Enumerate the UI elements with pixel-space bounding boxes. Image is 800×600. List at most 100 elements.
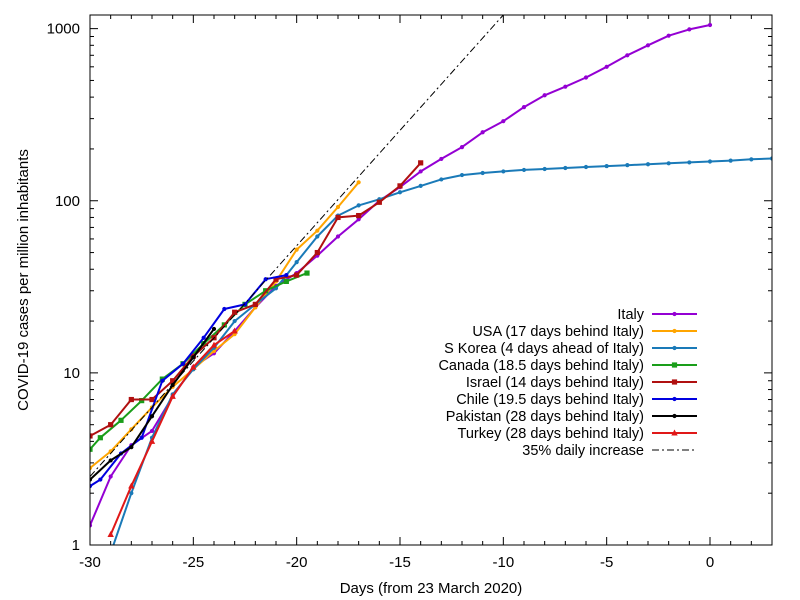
x-tick-label-6: 0 bbox=[706, 554, 714, 571]
series-2-point-25 bbox=[604, 163, 609, 169]
legend-item-8: 35% daily increase bbox=[522, 443, 697, 459]
series-4-point-13 bbox=[356, 212, 362, 219]
legend-item-6: Pakistan (28 days behind Italy) bbox=[446, 409, 697, 425]
legend-label-0: Italy bbox=[617, 307, 644, 323]
series-3-point-1 bbox=[97, 435, 103, 441]
series-3-point-3 bbox=[139, 398, 145, 404]
series-0-point-22 bbox=[542, 93, 547, 98]
series-2-point-27 bbox=[645, 162, 651, 167]
series-3-point-0 bbox=[90, 446, 93, 452]
series-2-point-11 bbox=[315, 234, 320, 239]
series-2-point-32 bbox=[749, 157, 754, 162]
series-1-point-10 bbox=[294, 247, 299, 252]
series-1-point-2 bbox=[129, 427, 134, 432]
series-6-point-5 bbox=[191, 355, 196, 360]
series-1-point-11 bbox=[315, 228, 320, 233]
series-8 bbox=[90, 15, 504, 477]
series-5-point-10 bbox=[284, 272, 289, 278]
legend-label-5: Chile (19.5 days behind Italy) bbox=[456, 392, 644, 408]
series-4 bbox=[90, 160, 424, 439]
series-0-point-25 bbox=[604, 64, 609, 69]
x-axis-label: Days (from 23 March 2020) bbox=[340, 580, 523, 597]
series-7 bbox=[107, 327, 238, 538]
series-4-point-4 bbox=[170, 378, 176, 384]
series-line-4 bbox=[90, 162, 422, 437]
series-5-point-6 bbox=[201, 335, 206, 340]
series-2-point-28 bbox=[666, 161, 671, 166]
series-0-point-23 bbox=[563, 84, 568, 89]
legend-item-5: Chile (19.5 days behind Italy) bbox=[456, 392, 697, 408]
series-6-point-2 bbox=[129, 445, 134, 450]
series-0-point-30 bbox=[707, 22, 713, 28]
plot-frame bbox=[89, 14, 773, 546]
series-2-point-30 bbox=[707, 159, 713, 164]
legend-label-3: Canada (18.5 days behind Italy) bbox=[438, 358, 644, 374]
series-2-point-7 bbox=[232, 318, 237, 324]
legend-label-1: USA (17 days behind Italy) bbox=[472, 324, 644, 340]
series-0-point-12 bbox=[335, 234, 341, 239]
series-4-point-8 bbox=[252, 301, 258, 307]
series-0-point-20 bbox=[501, 119, 506, 124]
series-4-point-3 bbox=[149, 396, 155, 403]
series-2-point-0 bbox=[88, 581, 92, 585]
y-tick-label-0: 1 bbox=[72, 537, 80, 554]
y-tick-label-3: 1000 bbox=[47, 21, 80, 38]
series-0-point-3 bbox=[149, 428, 155, 434]
series-5-point-7 bbox=[222, 306, 227, 312]
series-0-point-17 bbox=[439, 156, 444, 162]
series-3-point-2 bbox=[118, 417, 124, 423]
series-0-point-29 bbox=[687, 27, 692, 32]
series-6-point-6 bbox=[211, 326, 217, 332]
series-0-point-26 bbox=[625, 53, 630, 58]
series-7-point-2 bbox=[148, 437, 156, 444]
legend-marker-6 bbox=[672, 413, 677, 419]
series-4-point-2 bbox=[128, 396, 134, 403]
series-2-point-23 bbox=[563, 165, 568, 171]
series-2-point-26 bbox=[625, 163, 630, 168]
series-7-point-1 bbox=[128, 482, 135, 489]
series-4-point-0 bbox=[90, 433, 93, 439]
series-3-point-10 bbox=[283, 278, 289, 284]
axes: -30 -25 -20 -15 -10 -5 0 1 10 100 1000 Days (from 2… bbox=[15, 14, 773, 597]
series-0-point-13 bbox=[356, 217, 361, 222]
series-1-point-13 bbox=[356, 180, 361, 185]
series-0-point-27 bbox=[645, 43, 651, 48]
legend-item-3: Canada (18.5 days behind Italy) bbox=[438, 358, 697, 374]
series-2-point-19 bbox=[480, 170, 485, 176]
legend-marker-1 bbox=[672, 328, 677, 334]
series-2-point-13 bbox=[356, 203, 361, 208]
series-2-point-21 bbox=[521, 167, 527, 173]
legend-marker-7 bbox=[671, 429, 678, 436]
series-4-point-15 bbox=[397, 183, 403, 189]
y-axis-label: COVID-19 cases per million inhabitants bbox=[15, 149, 32, 411]
series-line-2 bbox=[112, 157, 772, 545]
series-2-point-22 bbox=[542, 166, 547, 172]
series-4-point-10 bbox=[294, 272, 300, 278]
series-5-point-1 bbox=[98, 477, 103, 482]
series-7-point-6 bbox=[231, 327, 238, 334]
legend-label-2: S Korea (4 days ahead of Italy) bbox=[444, 341, 644, 357]
series-2-point-31 bbox=[728, 158, 733, 163]
series-2-point-24 bbox=[583, 164, 589, 170]
series-5-point-4 bbox=[160, 378, 165, 383]
legend-marker-4 bbox=[671, 379, 678, 385]
legend-item-1: USA (17 days behind Italy) bbox=[472, 324, 697, 340]
series-2-point-33 bbox=[769, 156, 772, 161]
series-0-point-0 bbox=[90, 523, 93, 528]
series-2-point-17 bbox=[439, 177, 444, 182]
legend-label-7: Turkey (28 days behind Italy) bbox=[458, 426, 644, 442]
series-7-point-5 bbox=[210, 341, 218, 348]
series-4-point-11 bbox=[314, 249, 320, 256]
series-0-point-18 bbox=[459, 144, 465, 150]
series-7-point-4 bbox=[190, 363, 197, 370]
legend-marker-2 bbox=[672, 345, 677, 351]
series-2-point-2 bbox=[129, 491, 134, 496]
series-2-point-15 bbox=[397, 190, 403, 195]
series-line-8 bbox=[90, 15, 504, 477]
series-2-point-18 bbox=[459, 172, 465, 178]
y-tick-label-2: 100 bbox=[55, 193, 80, 210]
series-4-point-16 bbox=[418, 160, 424, 166]
legend-marker-3 bbox=[671, 362, 678, 368]
series-4-point-1 bbox=[108, 422, 114, 428]
